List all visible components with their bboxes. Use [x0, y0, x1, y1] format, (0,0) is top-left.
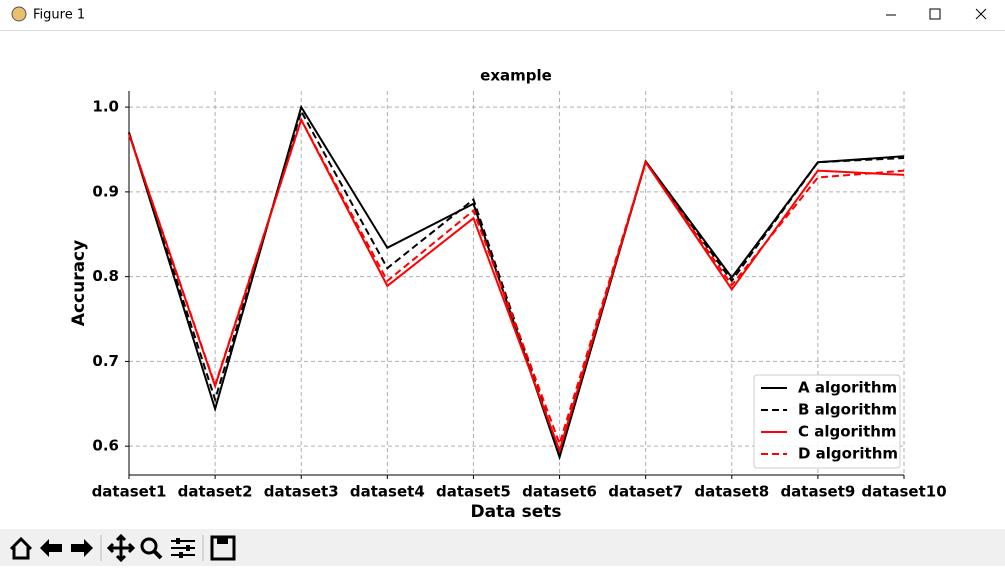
line [128, 117, 905, 447]
back-button[interactable] [40, 539, 62, 557]
chart-title: example [480, 67, 552, 85]
x-tick-label: dataset6 [522, 483, 597, 501]
y-tick-label: 0.8 [92, 267, 119, 285]
x-tick-label: dataset9 [780, 483, 855, 501]
maximize-button[interactable] [929, 8, 941, 20]
x-tick-label: dataset4 [350, 483, 425, 501]
y-tick-label: 1.0 [92, 98, 119, 116]
x-tick-label: dataset2 [178, 483, 253, 501]
legend-label: B algorithm [798, 401, 897, 419]
x-tick-label: dataset1 [92, 483, 167, 501]
y-axis-label: Accuracy [69, 240, 89, 326]
close-button[interactable] [975, 8, 987, 20]
x-tick-label: dataset5 [436, 483, 511, 501]
x-tick-label: dataset3 [264, 483, 339, 501]
y-tick-label: 0.9 [92, 182, 119, 200]
y-tick-label: 0.7 [92, 352, 119, 370]
zoom-button[interactable] [140, 537, 163, 560]
legend-label: A algorithm [798, 379, 897, 397]
legend-label: C algorithm [798, 423, 897, 441]
save-button[interactable] [210, 535, 236, 561]
window-title: Figure 1 [33, 8, 85, 23]
x-tick-label: dataset7 [608, 483, 683, 501]
toolbar [0, 529, 1005, 566]
x-tick-label: dataset8 [694, 483, 769, 501]
x-axis-label: Data sets [471, 502, 562, 522]
forward-button[interactable] [71, 539, 93, 557]
title-bar [0, 0, 1005, 30]
x-tick-label: dataset10 [861, 483, 946, 501]
y-tick-label: 0.6 [92, 437, 119, 455]
configure-button[interactable] [171, 538, 195, 558]
legend-box [753, 374, 901, 469]
legend-label: D algorithm [798, 445, 898, 463]
chart: example Data sets Accuracy 0.6 0.7 0.8 0.9 1… [69, 67, 947, 523]
pan-button[interactable] [106, 533, 136, 563]
title-border [0, 30, 1005, 31]
app-icon [11, 6, 27, 22]
home-button[interactable] [7, 534, 35, 562]
